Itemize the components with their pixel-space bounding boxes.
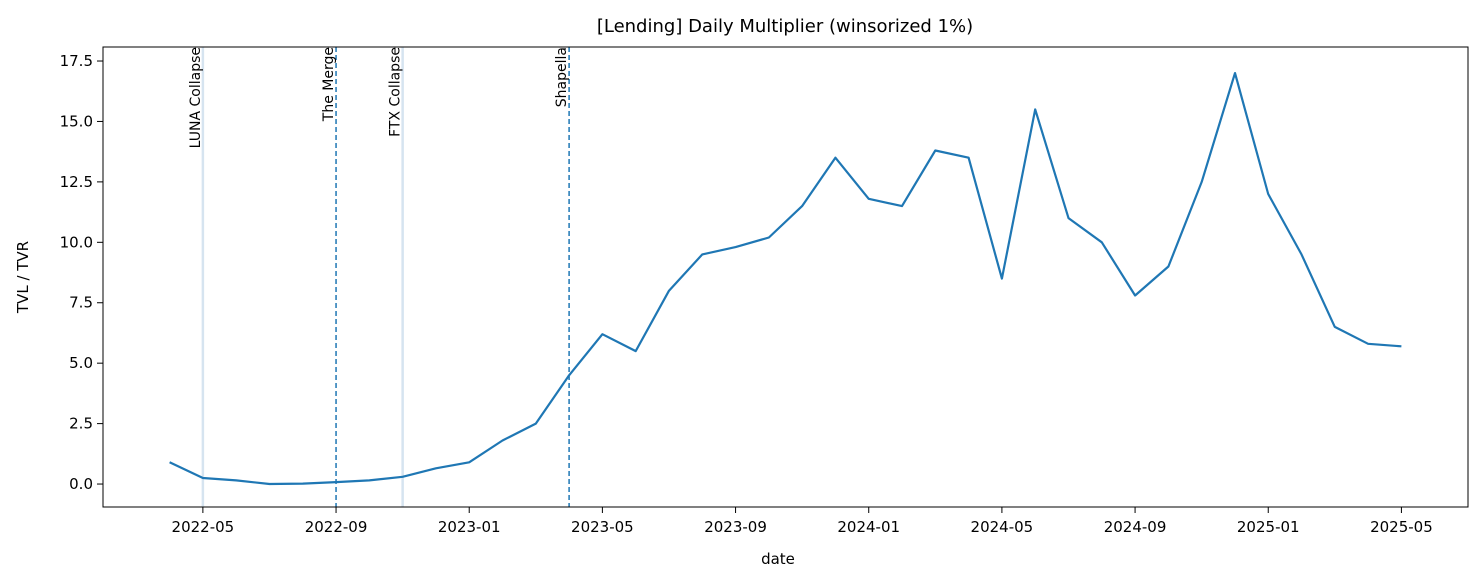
y-tick-label: 17.5 bbox=[60, 52, 93, 70]
data-line bbox=[169, 72, 1402, 486]
y-axis-label: TVL / TVR bbox=[14, 241, 32, 314]
y-tick-label: 2.5 bbox=[69, 415, 93, 433]
event-label: Shapella bbox=[554, 47, 570, 107]
chart-title: [Lending] Daily Multiplier (winsorized 1… bbox=[597, 16, 973, 37]
x-tick-label: 2023-09 bbox=[704, 518, 767, 536]
y-tick-label: 7.5 bbox=[69, 294, 93, 312]
x-tick-label: 2024-05 bbox=[971, 518, 1034, 536]
x-tick-label: 2023-05 bbox=[571, 518, 634, 536]
x-tick-label: 2024-09 bbox=[1104, 518, 1167, 536]
x-tick-label: 2024-01 bbox=[837, 518, 900, 536]
y-tick-label: 15.0 bbox=[60, 112, 93, 130]
y-tick-label: 0.0 bbox=[69, 475, 93, 493]
event-label: FTX Collapse bbox=[388, 47, 404, 137]
x-tick-label: 2025-05 bbox=[1370, 518, 1433, 536]
x-tick-label: 2025-01 bbox=[1237, 518, 1300, 536]
x-tick-label: 2022-05 bbox=[172, 518, 235, 536]
y-tick-label: 5.0 bbox=[69, 354, 93, 372]
y-tick-label: 10.0 bbox=[60, 233, 93, 251]
event-label: LUNA Collapse bbox=[188, 47, 204, 148]
x-axis-label: date bbox=[761, 550, 795, 568]
y-tick-label: 12.5 bbox=[60, 173, 93, 191]
x-tick-label: 2022-09 bbox=[305, 518, 368, 536]
plot-frame bbox=[102, 46, 1469, 508]
event-label: The Merge bbox=[321, 47, 337, 122]
x-tick-label: 2023-01 bbox=[438, 518, 501, 536]
